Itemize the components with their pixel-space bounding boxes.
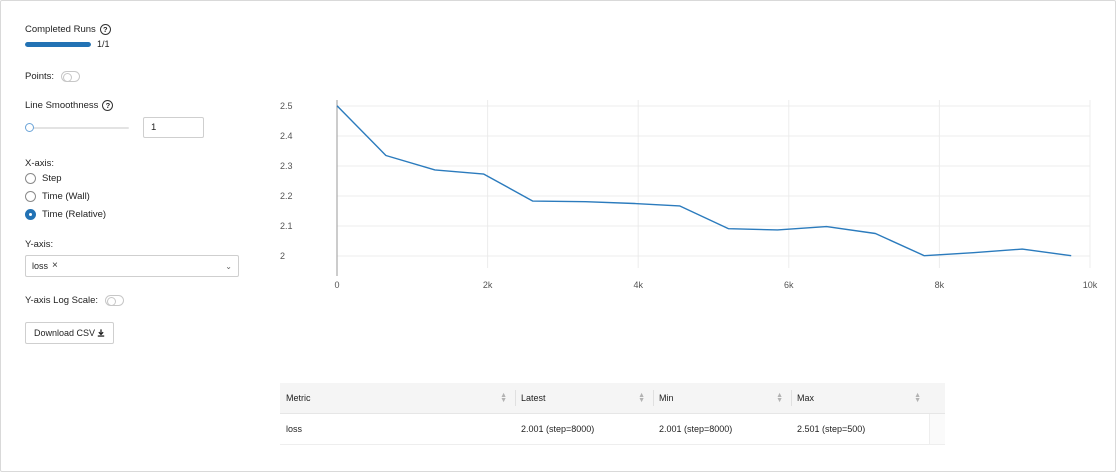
sort-icon[interactable]: ▲ ▼ <box>500 392 507 404</box>
x-tick-label: 0 <box>334 280 339 290</box>
progress-fill <box>25 41 91 47</box>
xaxis-label: X-axis: <box>25 158 55 169</box>
slider-handle[interactable] <box>25 122 34 132</box>
header-latest[interactable]: Latest ▲ ▼ <box>515 383 653 413</box>
points-row: Points: <box>25 71 245 82</box>
line-smoothness-label-row: Line Smoothness ? <box>25 100 245 111</box>
chevron-down-icon[interactable]: ⌄ <box>225 261 232 271</box>
sort-icon[interactable]: ▲ ▼ <box>776 392 783 404</box>
header-label: Metric <box>286 393 311 403</box>
y-tick-label: 2 <box>280 251 285 261</box>
header-label: Max <box>797 393 815 403</box>
cell-min: 2.001 (step=8000) <box>659 424 733 434</box>
yaxis-tag: loss × <box>32 260 58 272</box>
x-tick-label: 2k <box>483 280 493 290</box>
y-tick-label: 2.3 <box>280 161 293 171</box>
smoothness-slider[interactable] <box>25 122 129 133</box>
sort-icon[interactable]: ▲ ▼ <box>914 392 921 404</box>
question-circle-icon[interactable]: ? <box>99 24 111 35</box>
xaxis-option-step[interactable]: Step <box>25 173 245 184</box>
header-min[interactable]: Min ▲ ▼ <box>653 383 791 413</box>
radio-label: Step <box>42 173 62 184</box>
header-label: Latest <box>521 393 546 403</box>
yaxis-log-row: Y-axis Log Scale: <box>25 295 245 306</box>
x-tick-label: 4k <box>633 280 643 290</box>
table-header: Metric ▲ ▼ Latest ▲ ▼ Min ▲ ▼ Max ▲ ▼ <box>280 383 945 414</box>
completed-runs-count: 1/1 <box>97 39 110 49</box>
radio-label: Time (Relative) <box>42 209 107 220</box>
smoothness-input[interactable] <box>143 117 204 138</box>
radio-step[interactable] <box>25 173 36 184</box>
smoothness-controls <box>25 117 245 138</box>
yaxis-log-label: Y-axis Log Scale: <box>25 295 99 306</box>
yaxis-label: Y-axis: <box>25 239 54 250</box>
series-line <box>336 105 1072 257</box>
completed-runs-label-row: Completed Runs ? <box>25 24 245 35</box>
y-tick-label: 2.5 <box>280 101 293 111</box>
y-tick-label: 2.2 <box>280 191 293 201</box>
loss-line-chart: 2 2.1 2.2 2.3 2.4 2.5 0 2k 4k 6k 8k 10k <box>270 90 1110 295</box>
radio-label: Time (Wall) <box>42 191 90 202</box>
xaxis-radio-group: Step Time (Wall) Time (Relative) <box>25 173 245 220</box>
chart-controls: Completed Runs ? 1/1 Points: Line Smooth… <box>25 24 245 344</box>
header-max[interactable]: Max ▲ ▼ <box>791 383 929 413</box>
cell-latest: 2.001 (step=8000) <box>521 424 595 434</box>
progress-track <box>25 41 91 47</box>
sort-icon[interactable]: ▲ ▼ <box>638 392 645 404</box>
header-label: Min <box>659 393 674 403</box>
cell-max: 2.501 (step=500) <box>797 424 866 434</box>
close-icon[interactable]: × <box>52 260 58 271</box>
radio-time-wall[interactable] <box>25 191 36 202</box>
xaxis-option-time-wall[interactable]: Time (Wall) <box>25 191 245 202</box>
download-wrap: Download CSV <box>25 322 245 344</box>
points-label: Points: <box>25 71 55 82</box>
completed-runs-progress: 1/1 <box>25 39 245 49</box>
slider-track <box>25 126 129 129</box>
chart-svg: 2 2.1 2.2 2.3 2.4 2.5 0 2k 4k 6k 8k 10k <box>280 100 1098 290</box>
table-scrollbar[interactable] <box>929 414 945 444</box>
download-csv-label: Download CSV <box>34 328 96 338</box>
header-spacer <box>929 383 945 413</box>
yaxis-tag-label: loss <box>32 261 49 271</box>
download-csv-button[interactable]: Download CSV <box>25 322 115 344</box>
y-tick-label: 2.1 <box>280 221 293 231</box>
radio-time-relative[interactable] <box>25 209 36 220</box>
yaxis-log-toggle[interactable] <box>105 295 125 306</box>
metrics-table: Metric ▲ ▼ Latest ▲ ▼ Min ▲ ▼ Max ▲ ▼ loss 2… <box>280 383 945 445</box>
y-tick-label: 2.4 <box>280 131 293 141</box>
completed-runs-label: Completed Runs <box>25 24 96 35</box>
x-tick-label: 8k <box>935 280 945 290</box>
points-toggle[interactable] <box>61 71 81 82</box>
line-smoothness-label: Line Smoothness <box>25 100 99 111</box>
download-icon <box>97 329 105 337</box>
x-tick-label: 10k <box>1083 280 1098 290</box>
table-row: loss 2.001 (step=8000) 2.001 (step=8000)… <box>280 414 945 445</box>
cell-metric: loss <box>286 424 303 434</box>
question-circle-icon[interactable]: ? <box>102 100 114 111</box>
yaxis-select[interactable]: loss × ⌄ <box>25 255 239 277</box>
xaxis-option-time-relative[interactable]: Time (Relative) <box>25 209 245 220</box>
x-tick-label: 6k <box>784 280 794 290</box>
header-metric[interactable]: Metric ▲ ▼ <box>280 383 515 413</box>
